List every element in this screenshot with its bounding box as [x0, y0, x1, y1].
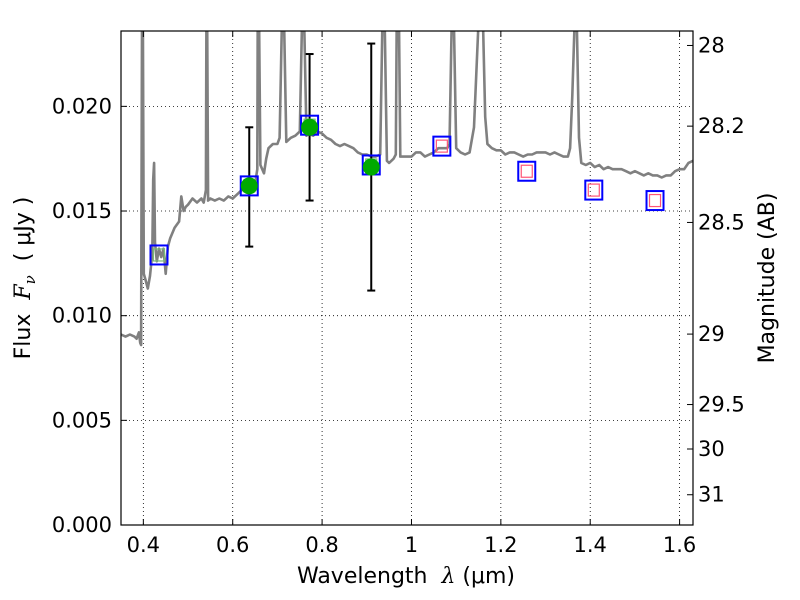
model-photometry-inner [520, 164, 533, 178]
model-photometry-inner [435, 139, 448, 153]
y2-axis-label: Magnitude (AB) [755, 193, 780, 364]
x-axis-label: Wavelength λ (μm) [297, 564, 515, 589]
model-spectrum-line [121, 31, 693, 347]
x-tick-label: 0.8 [305, 533, 338, 557]
observed-point [362, 158, 380, 176]
y2-tick-label: 30 [698, 437, 725, 461]
y-tick-label: 0.015 [52, 199, 112, 223]
y2-tick-label: 28.2 [698, 114, 745, 138]
x-tick-label: 1.4 [574, 533, 607, 557]
y2-tick-label: 29 [698, 322, 725, 346]
y-tick-label: 0.000 [52, 513, 112, 537]
model-photometry-box [432, 135, 452, 157]
y-tick-label: 0.020 [52, 94, 112, 118]
y2-tick-label: 28.5 [698, 210, 745, 234]
y2-tick-label: 28 [698, 33, 725, 57]
x-tick-label: 1.6 [663, 533, 696, 557]
plot-frame [120, 30, 694, 526]
x-tick-label: 1.2 [484, 533, 517, 557]
model-photometry-box [149, 244, 169, 266]
model-photometry-box [584, 179, 604, 201]
y-axis-label: Flux Fν ( μJy ) [11, 197, 39, 360]
model-photometry-inner [587, 183, 600, 197]
model-photometry-box [645, 190, 665, 212]
x-tick-label: 0.6 [216, 533, 249, 557]
y2-tick-label: 29.5 [698, 393, 745, 417]
observed-point [240, 177, 258, 195]
plot-area [121, 31, 693, 525]
y2-tick-label: 31 [698, 483, 725, 507]
y-tick-label: 0.005 [52, 408, 112, 432]
model-photometry-inner [648, 193, 662, 208]
x-tick-label: 0.4 [127, 533, 160, 557]
model-photometry-inner [152, 248, 166, 262]
observed-point [301, 118, 319, 136]
x-tick-label: 1 [405, 533, 418, 557]
model-photometry-box [517, 160, 537, 182]
y-tick-label: 0.010 [52, 304, 112, 328]
